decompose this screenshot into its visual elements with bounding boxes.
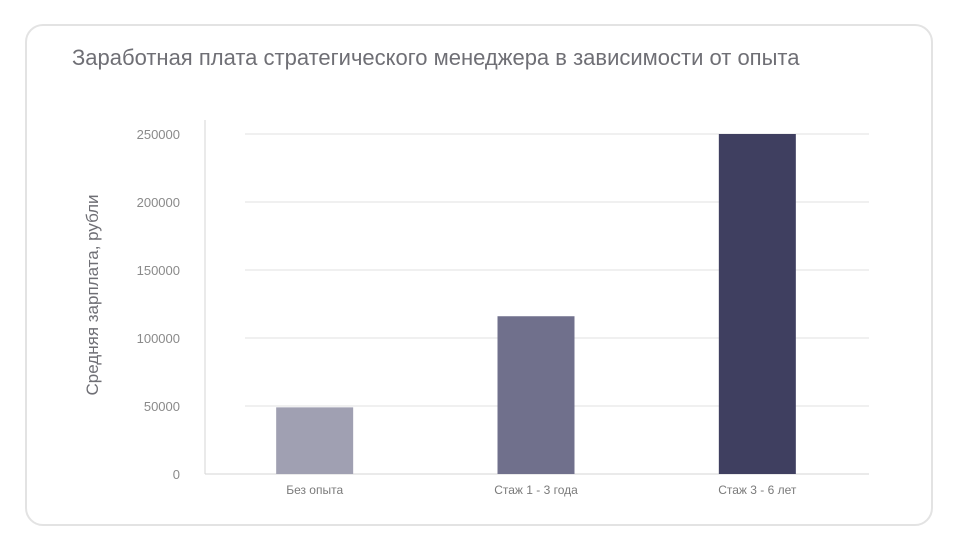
bar [497,316,575,474]
y-tick-labels: 0 50000 100000 150000 200000 250000 [137,127,180,482]
x-tick-label: Стаж 1 - 3 года [494,483,578,497]
x-tick-label: Стаж 3 - 6 лет [718,483,797,497]
y-tick-label: 200000 [137,195,180,210]
y-tick-label: 100000 [137,331,180,346]
y-tick-label: 250000 [137,127,180,142]
x-tick-label: Без опыта [286,483,343,497]
chart-title: Заработная плата стратегического менедже… [72,45,800,70]
y-axis-label: Средняя зарплата, рубли [83,194,102,395]
bar [718,134,796,474]
category-labels: Без опыта Стаж 1 - 3 года Стаж 3 - 6 лет [286,483,797,497]
y-tick-label: 150000 [137,263,180,278]
y-tick-label: 0 [173,467,180,482]
bar [276,407,354,474]
y-tick-label: 50000 [144,399,180,414]
bars [276,134,796,474]
